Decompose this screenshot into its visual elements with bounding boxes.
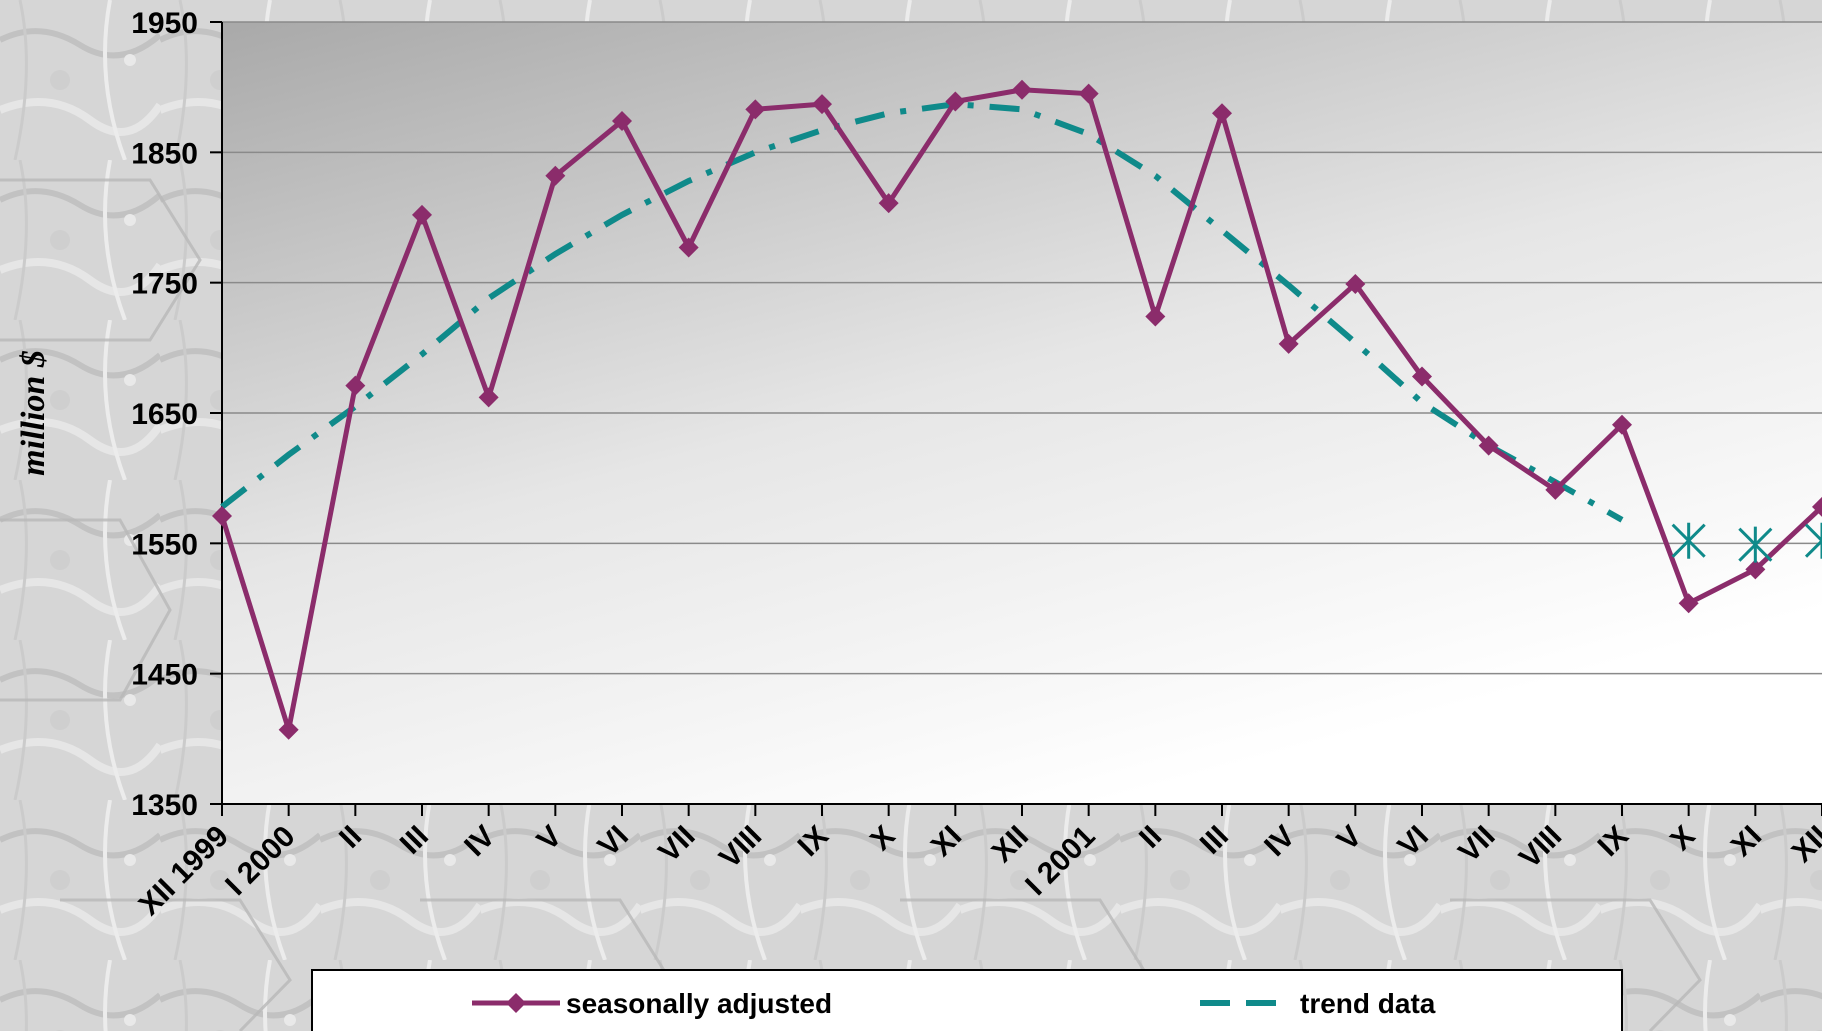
y-tick-label: 1450 xyxy=(131,659,198,692)
legend-label-seasonally-adjusted: seasonally adjusted xyxy=(566,988,832,1019)
data-point-seasonally-adjusted xyxy=(1545,479,1566,500)
data-point-seasonally-adjusted xyxy=(478,387,499,408)
y-tick-label: 1850 xyxy=(131,137,198,170)
data-point-seasonally-adjusted xyxy=(545,165,566,186)
y-tick-label: 1750 xyxy=(131,268,198,301)
y-tick-label: 1550 xyxy=(131,528,198,561)
legend-marker-seasonally-adjusted xyxy=(506,993,526,1013)
data-point-seasonally-adjusted xyxy=(1212,103,1232,124)
series-line-trend-data xyxy=(220,101,1624,523)
legend: seasonally adjusted trend data xyxy=(311,969,1623,1031)
y-tick-label: 1650 xyxy=(131,398,198,431)
data-point-seasonally-adjusted xyxy=(678,237,699,258)
data-point-seasonally-adjusted xyxy=(745,99,766,120)
data-point-seasonally-adjusted xyxy=(1078,83,1099,104)
data-point-asterisk xyxy=(1738,526,1773,563)
data-point-seasonally-adjusted xyxy=(612,111,632,132)
data-point-seasonally-adjusted xyxy=(945,91,966,112)
data-point-seasonally-adjusted xyxy=(1145,306,1166,327)
y-axis: 1350 1450 1550 1650 1750 1850 1950 xyxy=(131,7,223,822)
data-point-seasonally-adjusted xyxy=(1478,435,1499,456)
data-point-seasonally-adjusted xyxy=(345,375,366,396)
data-point-seasonally-adjusted xyxy=(412,204,432,225)
series-layer xyxy=(212,79,1822,740)
data-point-asterisk xyxy=(1671,522,1706,559)
y-tick-label: 1350 xyxy=(131,789,198,822)
data-point-seasonally-adjusted xyxy=(1012,79,1032,100)
data-point-seasonally-adjusted xyxy=(1678,593,1699,614)
data-point-seasonally-adjusted xyxy=(1345,273,1366,294)
data-point-seasonally-adjusted xyxy=(212,505,232,526)
data-point-seasonally-adjusted xyxy=(1745,559,1766,580)
data-point-seasonally-adjusted xyxy=(278,719,299,740)
y-tick-label: 1950 xyxy=(131,7,198,40)
data-point-seasonally-adjusted xyxy=(1412,366,1432,387)
data-point-seasonally-adjusted xyxy=(1612,414,1632,435)
y-axis-title: million $ xyxy=(15,350,52,476)
grid-lines xyxy=(222,21,1822,675)
data-point-asterisk xyxy=(1804,522,1822,559)
data-point-seasonally-adjusted xyxy=(1278,333,1299,354)
data-point-seasonally-adjusted xyxy=(1812,496,1822,517)
legend-label-trend-data: trend data xyxy=(1300,988,1436,1019)
data-point-seasonally-adjusted xyxy=(812,94,832,115)
background-decoration xyxy=(0,178,1702,1031)
data-point-seasonally-adjusted xyxy=(878,193,899,214)
